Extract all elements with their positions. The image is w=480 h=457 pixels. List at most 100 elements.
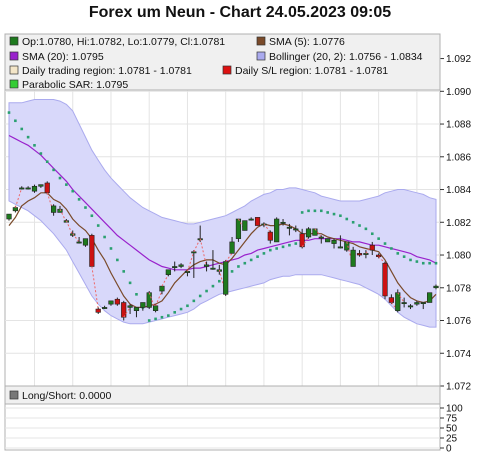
- candle: [299, 228, 305, 249]
- sma20-line: [8, 134, 437, 271]
- candle: [89, 233, 95, 267]
- sar-dot: [421, 261, 425, 265]
- sar-dot: [326, 211, 329, 214]
- candle-body: [363, 253, 369, 255]
- candle: [235, 218, 242, 242]
- y-tick-label: 1.086: [446, 152, 471, 163]
- candle-body: [203, 264, 210, 267]
- sar-dot: [167, 314, 170, 317]
- candle: [274, 217, 280, 243]
- sar-dot: [65, 183, 68, 186]
- sar-dot: [179, 307, 183, 311]
- candle-body: [178, 264, 184, 267]
- candle-body: [248, 218, 254, 221]
- sub-legend-item: Long/Short: 0.0000: [9, 390, 111, 402]
- candle: [267, 230, 273, 244]
- sar-dot: [128, 281, 132, 285]
- candle-body: [280, 221, 286, 224]
- sub-legend-swatch: [9, 390, 19, 400]
- sar-dot: [288, 243, 291, 247]
- candle: [407, 304, 414, 310]
- candle-body: [267, 231, 273, 241]
- sar-dot: [26, 135, 30, 139]
- candle: [114, 297, 120, 306]
- sar-dot: [377, 237, 380, 240]
- sar-dot: [192, 299, 196, 303]
- gap-line: [14, 187, 23, 208]
- candle: [433, 284, 439, 290]
- sar-dot: [39, 152, 43, 155]
- gap-line: [59, 208, 67, 223]
- sar-dot: [415, 260, 419, 263]
- sar-dot: [122, 270, 126, 273]
- sar-dot: [52, 168, 55, 172]
- candle: [286, 223, 293, 236]
- gap-line: [225, 253, 233, 262]
- candle: [248, 217, 254, 221]
- candle: [172, 261, 178, 272]
- legend-swatch: [222, 65, 232, 75]
- candle-body: [299, 233, 305, 248]
- sar-dot: [249, 258, 253, 262]
- sar-dot: [186, 304, 189, 308]
- sar-dot: [383, 242, 387, 245]
- y-tick-label: 1.078: [446, 283, 471, 294]
- sar-dot: [339, 214, 342, 218]
- sar-dot: [33, 144, 36, 147]
- gap-line: [65, 220, 74, 236]
- candle-body: [350, 249, 356, 267]
- legend-item: SMA (5): 1.0776: [256, 36, 345, 48]
- y-tick-label: 1.092: [446, 54, 471, 65]
- candle: [127, 304, 133, 314]
- candle-body: [114, 298, 120, 305]
- legend-label: Daily trading region: 1.0781 - 1.0781: [22, 65, 192, 77]
- sub-y-tick-label: 50: [446, 424, 458, 435]
- candle-body: [356, 253, 363, 256]
- candle-body: [420, 302, 426, 305]
- legend-swatch: [9, 79, 19, 89]
- candle-body: [223, 261, 229, 295]
- candle: [101, 305, 108, 310]
- candle-body: [19, 187, 25, 190]
- gap-line: [378, 256, 386, 264]
- candle: [318, 235, 324, 244]
- candle-body: [31, 185, 38, 192]
- candle-body: [242, 220, 248, 231]
- candle: [356, 250, 363, 257]
- candle-body: [108, 300, 114, 305]
- candle-body: [38, 184, 44, 187]
- candle-body: [369, 244, 375, 251]
- candle: [203, 261, 210, 272]
- y-tick-label: 1.090: [446, 87, 471, 98]
- sar-dot: [370, 232, 374, 236]
- candle-body: [433, 285, 439, 289]
- sub-y-tick-label: 100: [446, 404, 463, 415]
- candle: [337, 235, 344, 249]
- candle: [414, 300, 420, 306]
- sar-dot: [90, 214, 94, 218]
- sar-dot: [364, 227, 368, 231]
- candle-body: [344, 241, 350, 251]
- chart-title: Forex um Neun - Chart 24.05.2023 09:05: [88, 4, 392, 21]
- sar-dot: [351, 220, 355, 224]
- candle: [38, 184, 44, 188]
- candle: [165, 269, 171, 277]
- candle-body: [140, 302, 146, 308]
- candle-body: [401, 302, 407, 305]
- sar-dot: [84, 206, 87, 209]
- sma5-line: [8, 192, 437, 308]
- candle-body: [76, 241, 82, 244]
- sar-dot: [402, 255, 406, 258]
- candle: [254, 217, 261, 226]
- gap-line: [193, 238, 201, 252]
- sar-dot: [205, 289, 208, 293]
- sar-dot: [218, 279, 221, 283]
- legend-label: SMA (5): 1.0776: [269, 36, 345, 48]
- candle-body: [44, 182, 50, 194]
- y-tick-label: 1.088: [446, 120, 471, 131]
- sar-dot: [237, 265, 240, 268]
- sar-dot: [390, 247, 393, 250]
- sar-dot: [345, 217, 349, 221]
- candle-body: [121, 302, 127, 318]
- candle-body: [254, 217, 261, 226]
